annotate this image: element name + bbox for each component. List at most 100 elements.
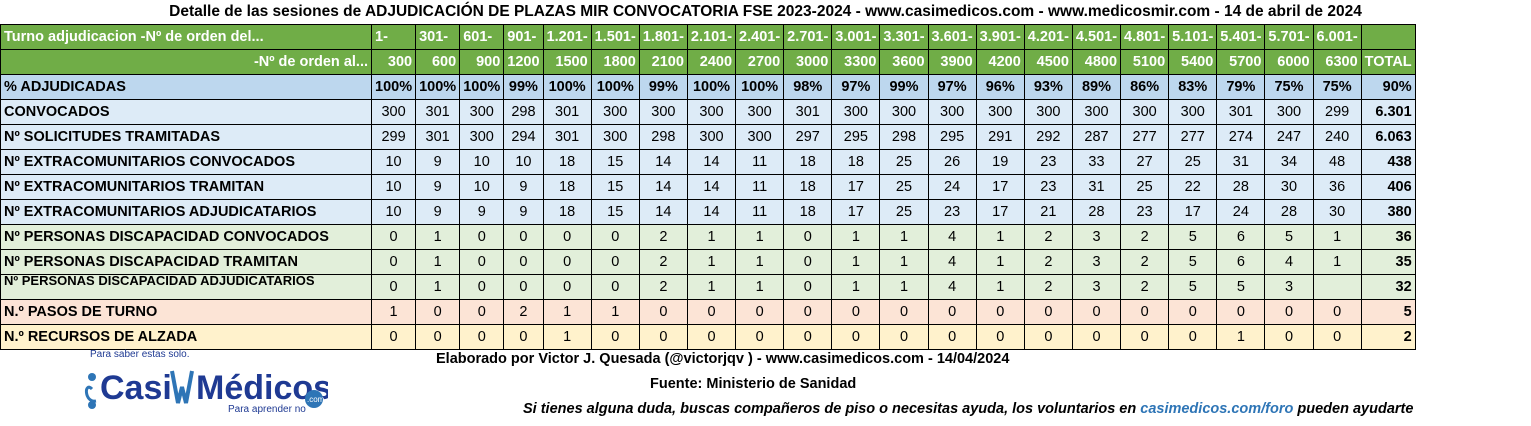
row-n-extracomunitarios-adjudicatarios: Nº EXTRACOMUNITARIOS ADJUDICATARIOS 10 9 9 9… (0, 199, 1416, 225)
row-value-cell: 1 (686, 274, 737, 300)
row-value-cell: 31 (1071, 174, 1122, 200)
header-to-cell: 4200 (975, 49, 1025, 75)
row-value-cell: 2 (1023, 224, 1073, 250)
header-from-cell: 3.901- (975, 24, 1025, 50)
row-label: Nº EXTRACOMUNITARIOS TRAMITAN (0, 174, 372, 200)
row-value-cell: 100% (415, 74, 461, 100)
row-value-cell: 5 (1216, 274, 1266, 300)
row-value-cell: 300 (459, 124, 505, 150)
row-value-cell: 17 (975, 174, 1025, 200)
row-value-cell: 299 (1312, 99, 1362, 125)
header-total-label: TOTAL (1360, 49, 1416, 75)
row-value-cell: 5 (1264, 224, 1314, 250)
row-value-cell: 301 (542, 99, 592, 125)
row-value-cell: 0 (879, 299, 929, 325)
row-value-cell: 0 (783, 224, 833, 250)
row-value-cell: 99% (638, 74, 688, 100)
row-value-cell: 9 (415, 199, 461, 225)
header-from-cell: 4.501- (1071, 24, 1122, 50)
row-value-cell: 300 (1168, 99, 1218, 125)
row-value-cell: 298 (879, 124, 929, 150)
row-value-cell: 300 (370, 99, 417, 125)
row-value-cell: 15 (590, 199, 640, 225)
header-to-cell: 3900 (927, 49, 977, 75)
row-value-cell: 0 (783, 274, 833, 300)
row-value-cell: 0 (370, 224, 417, 250)
header-from-cell: 5.401- (1216, 24, 1266, 50)
row-value-cell: 14 (686, 199, 737, 225)
row-value-cell: 0 (735, 324, 785, 350)
row-value-cell: 0 (1312, 324, 1362, 350)
row-label: N.º RECURSOS DE ALZADA (0, 324, 372, 350)
row-value-cell: 18 (783, 149, 833, 175)
row-value-cell: 11 (735, 199, 785, 225)
row-value-cell: 10 (459, 174, 505, 200)
header-to-cell: 5400 (1168, 49, 1218, 75)
row-value-cell: 300 (1120, 99, 1170, 125)
row-label: Nº PERSONAS DISCAPACIDAD CONVOCADOS (0, 224, 372, 250)
row-label: CONVOCADOS (0, 99, 372, 125)
row-value-cell: 287 (1071, 124, 1122, 150)
row-n-pasos-de-turno: N.º PASOS DE TURNO 1 0 0 2 1 1 0 0 0 0 0 0 0 0 0 0 0 0 0 0 0 5 (0, 299, 1416, 325)
row-value-cell: 299 (370, 124, 417, 150)
row-value-cell: 89% (1071, 74, 1122, 100)
row-value-cell: 3 (1264, 274, 1314, 300)
row-value-cell: 48 (1312, 149, 1362, 175)
row-total-cell: 406 (1360, 174, 1416, 200)
header-from-cell: 1.201- (542, 24, 592, 50)
row-value-cell: 96% (975, 74, 1025, 100)
forum-link[interactable]: casimedicos.com/foro (1140, 401, 1294, 417)
row-value-cell: 25 (879, 174, 929, 200)
row-label: N.º PASOS DE TURNO (0, 299, 372, 325)
row-total-cell: 438 (1360, 149, 1416, 175)
row-value-cell: 294 (503, 124, 544, 150)
row-value-cell: 83% (1168, 74, 1218, 100)
row-label: Nº PERSONAS DISCAPACIDAD ADJUDICATARIOS (0, 274, 372, 300)
row-value-cell: 0 (975, 324, 1025, 350)
row-value-cell: 0 (1071, 299, 1122, 325)
header-from-cell: 1.801- (638, 24, 688, 50)
header-from-cell: 3.301- (879, 24, 929, 50)
header-from-cell: 2.701- (783, 24, 833, 50)
row-n-personas-discapacidad-tramitan: Nº PERSONAS DISCAPACIDAD TRAMITAN 0 1 0 0 0 0 2… (0, 249, 1416, 275)
row-value-cell: 1 (879, 224, 929, 250)
row-value-cell: 30 (1312, 199, 1362, 225)
row-value-cell: 14 (686, 149, 737, 175)
row-value-cell: 17 (1168, 199, 1218, 225)
row-value-cell: 18 (783, 199, 833, 225)
row-value-cell: 17 (975, 199, 1025, 225)
row-value-cell: 10 (503, 149, 544, 175)
row-value-cell: 99% (503, 74, 544, 100)
logo-graphic: Casi Médicos .com (85, 369, 328, 409)
row-value-cell: 300 (831, 99, 881, 125)
row-value-cell: 277 (1168, 124, 1218, 150)
row-value-cell: 4 (927, 249, 977, 275)
header-from-cell: 4.801- (1120, 24, 1170, 50)
row-value-cell: 9 (415, 149, 461, 175)
row-value-cell: 14 (638, 199, 688, 225)
row-value-cell: 300 (735, 124, 785, 150)
page-title: Detalle de las sesiones de ADJUDICACIÓN … (169, 3, 1362, 20)
row-value-cell: 300 (1264, 99, 1314, 125)
row-value-cell: 18 (831, 149, 881, 175)
row-value-cell: 9 (503, 174, 544, 200)
row-value-cell: 1 (735, 224, 785, 250)
row-value-cell: 0 (831, 324, 881, 350)
row-total-cell: 380 (1360, 199, 1416, 225)
row-total-cell: 2 (1360, 324, 1416, 350)
row-total-cell: 32 (1360, 274, 1416, 300)
row-value-cell: 1 (542, 324, 592, 350)
adjudication-table: Turno adjudicacion -Nº de orden del... 1-… (0, 24, 1416, 350)
header-to-cell: 6300 (1312, 49, 1362, 75)
row-value-cell: 300 (638, 99, 688, 125)
row-value-cell: 0 (975, 299, 1025, 325)
footer-source: Fuente: Ministerio de Sanidad (650, 376, 857, 392)
row-convocados: CONVOCADOS 300 301 300 298 301 300 300 300 300 301… (0, 99, 1416, 125)
row-value-cell: 2 (638, 274, 688, 300)
row-value-cell: 10 (370, 199, 417, 225)
row-value-cell: 298 (638, 124, 688, 150)
header-row-to: -Nº de orden al... 300 600 900 1200 1500 1800 2… (0, 49, 1416, 75)
header-to-cell: 2400 (686, 49, 737, 75)
casimedicos-logo: Para saber estas solo. Casi Médicos .com… (78, 349, 328, 424)
row-value-cell: 2 (638, 249, 688, 275)
